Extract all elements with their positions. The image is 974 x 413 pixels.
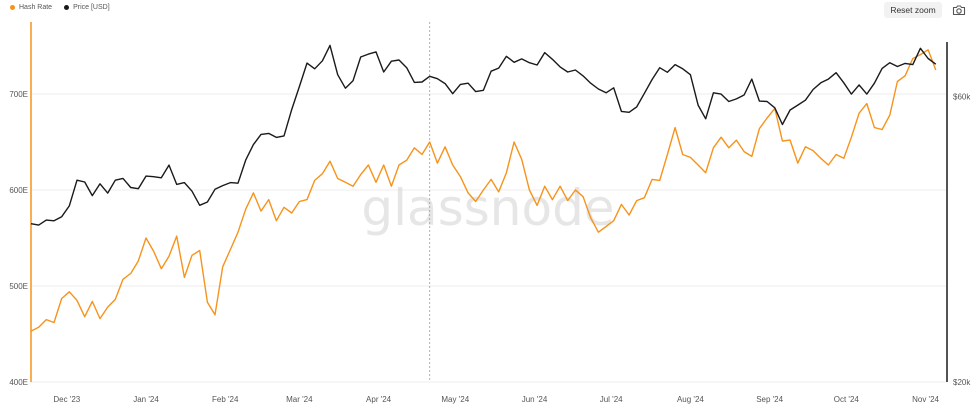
left-tick-label-3: 700E [9,90,28,99]
x-tick-label-11: Nov '24 [912,395,939,404]
x-tick-label-10: Oct '24 [834,395,860,404]
reset-zoom-button[interactable]: Reset zoom [884,2,942,18]
x-tick-label-5: May '24 [441,395,469,404]
right-tick-label-1: $60k [953,93,971,102]
price-series-line [30,44,937,226]
left-tick-label-1: 500E [9,282,28,291]
hash-rate-dot-icon [10,5,15,10]
watermark: glassnode [361,179,614,237]
x-tick-label-1: Jan '24 [133,395,159,404]
x-tick-label-9: Sep '24 [756,395,783,404]
x-tick-label-2: Feb '24 [212,395,239,404]
legend-item-price[interactable]: Price [USD] [64,4,110,11]
x-tick-label-8: Aug '24 [677,395,704,404]
x-tick-label-0: Dec '23 [53,395,80,404]
right-axis-ticks: $20k $60k [953,93,971,387]
x-axis-ticks: Dec '23 Jan '24 Feb '24 Mar '24 Apr '24 May '… [53,395,939,404]
grid-lines [31,93,946,383]
x-tick-label-6: Jun '24 [522,395,548,404]
x-tick-label-4: Apr '24 [366,395,392,404]
series-layer [30,44,937,332]
x-tick-label-7: Jul '24 [600,395,623,404]
camera-icon[interactable] [952,4,966,16]
legend: Hash Rate Price [USD] [10,4,110,11]
left-tick-label-0: 400E [9,378,28,387]
legend-item-hash-rate[interactable]: Hash Rate [10,4,52,11]
legend-label-price: Price [USD] [73,4,110,11]
right-tick-label-0: $20k [953,378,971,387]
price-dot-icon [64,5,70,10]
legend-label-hash-rate: Hash Rate [19,4,53,11]
left-axis-ticks: 400E 500E 600E 700E [9,90,28,387]
left-tick-label-2: 600E [9,186,28,195]
hash-rate-series-line [30,49,937,332]
x-tick-label-3: Mar '24 [286,395,313,404]
